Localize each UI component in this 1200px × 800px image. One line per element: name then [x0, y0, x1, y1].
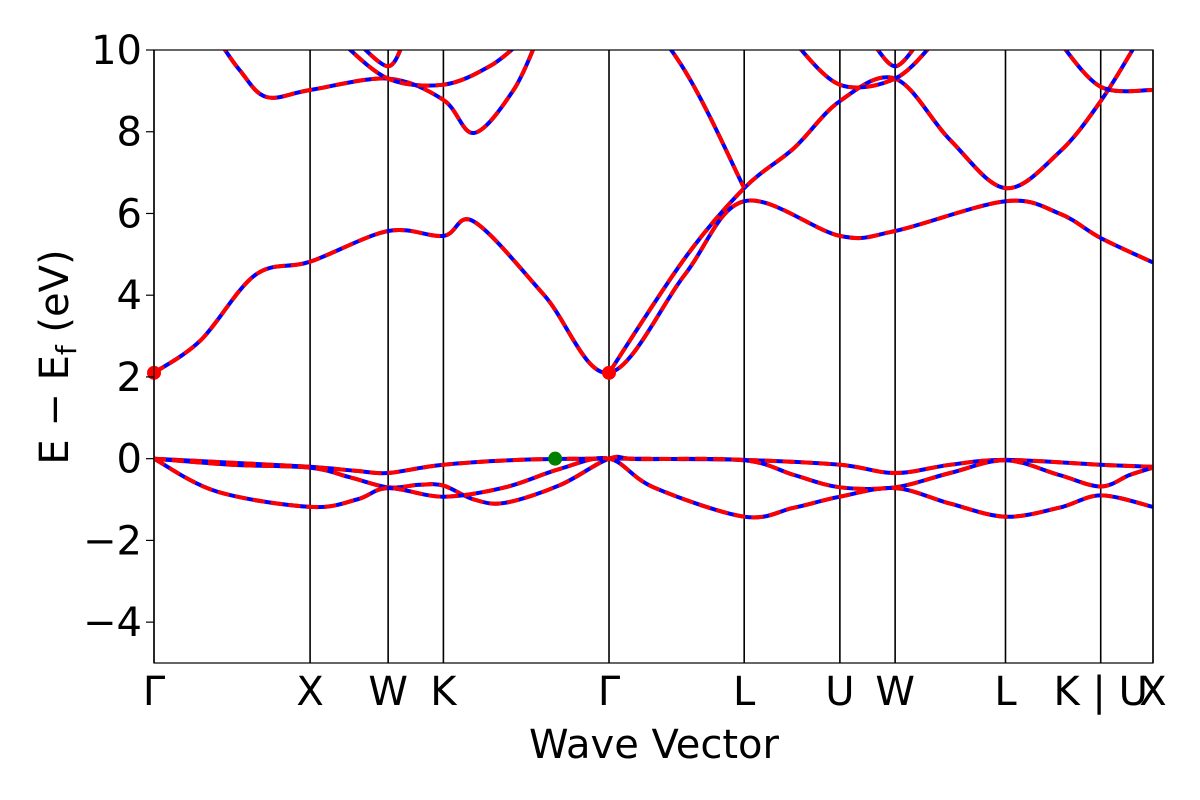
y-tick-label: 4	[117, 273, 142, 319]
band-line-dashed	[668, 50, 746, 190]
extrema-markers	[147, 365, 617, 466]
kpoint-lines	[153, 50, 1154, 663]
x-tick-label: W	[875, 669, 915, 715]
x-tick-label: Γ	[143, 669, 166, 715]
band-line-dashed	[154, 198, 1153, 375]
x-tick-label: Γ	[598, 669, 621, 715]
band-line-dashed	[154, 456, 1153, 520]
x-tick-label: X	[1139, 669, 1166, 715]
band-line-solid	[875, 50, 916, 69]
x-tick-label: L	[733, 669, 756, 715]
y-ticks: −4 −2 0 2 4 6 8 10	[83, 28, 154, 646]
band-line-dashed	[1063, 50, 1153, 94]
band-line-solid	[222, 50, 536, 135]
extremum-marker	[548, 451, 563, 466]
y-tick-label: 8	[117, 110, 142, 156]
band-line-dashed	[154, 454, 1153, 506]
y-tick-label: 2	[117, 355, 142, 401]
y-tick-label: −4	[83, 600, 142, 646]
band-line-solid	[1063, 50, 1153, 94]
x-tick-label: X	[296, 669, 323, 715]
x-tick-label: K	[430, 669, 458, 715]
band-line-solid	[154, 198, 1153, 375]
band-line-dashed	[362, 50, 403, 69]
y-tick-label: −2	[83, 518, 142, 564]
x-tick-label: K | U	[1053, 669, 1147, 715]
x-tick-label: W	[368, 669, 408, 715]
x-axis-label: Wave Vector	[529, 722, 780, 768]
band-line-dashed	[607, 50, 1135, 374]
y-axis-label: E − Ef (eV)	[32, 249, 83, 464]
plot-frame	[153, 49, 1154, 664]
extremum-marker	[602, 365, 617, 380]
y-tick-label: 0	[117, 437, 142, 483]
bands	[154, 50, 1153, 520]
band-line-solid	[607, 50, 1135, 374]
x-tick-label: L	[994, 669, 1017, 715]
x-tick-label: U	[825, 669, 854, 715]
band-line-solid	[668, 50, 746, 190]
y-tick-label: 10	[91, 28, 142, 74]
band-line-solid	[798, 50, 930, 90]
band-line-dashed	[798, 50, 930, 90]
band-line-dashed	[222, 50, 536, 135]
band-line-solid	[154, 454, 1153, 506]
band-line-dashed	[347, 50, 515, 88]
y-tick-label: 6	[117, 191, 142, 237]
